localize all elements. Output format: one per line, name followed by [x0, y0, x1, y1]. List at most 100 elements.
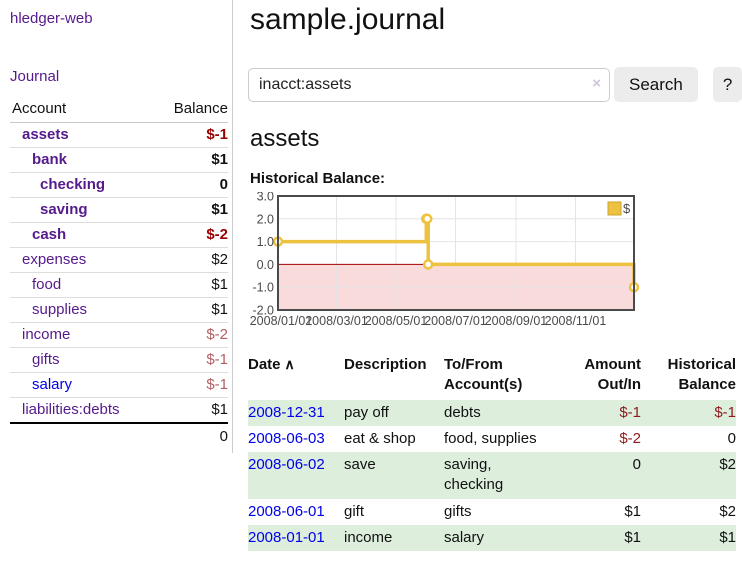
account-row: food $1 [10, 272, 228, 298]
svg-text:2.0: 2.0 [257, 212, 274, 226]
account-balance: $-1 [155, 347, 228, 373]
transaction-amount: $1 [624, 502, 641, 520]
transaction-amount: $1 [624, 528, 641, 546]
account-balance: $1 [155, 272, 228, 298]
sort-asc-icon: ∧ [284, 356, 295, 372]
transaction-balance: $1 [719, 528, 736, 546]
search-input[interactable] [248, 67, 610, 102]
transaction-description: eat & shop [344, 429, 416, 447]
accounts-header-account: Account [10, 96, 156, 123]
chart-svg: $3.0 2.0 1.0 0.0 -1.0 -2.02008/01/012008/03/0… [250, 190, 640, 328]
transaction-date-link[interactable]: 2008-06-03 [248, 429, 325, 447]
transaction-date-link[interactable]: 2008-06-02 [248, 456, 325, 473]
transaction-accounts: food, supplies [444, 429, 537, 447]
transaction-date-link[interactable]: 2008-01-01 [248, 528, 325, 546]
register-header-amount: Amount Out/In [584, 356, 641, 394]
sidebar-account-link[interactable]: cash [32, 226, 67, 243]
register-table-body: 2008-12-31 pay off debts $-1 $-1 2008-06-03 ea… [248, 399, 736, 551]
register-header-balance: Historical Balance [667, 356, 736, 394]
account-row: supplies $1 [10, 297, 228, 323]
account-balance: 0 [155, 172, 228, 198]
svg-text:$: $ [623, 201, 631, 216]
historical-balance-chart: $3.0 2.0 1.0 0.0 -1.0 -2.0 2008/01/01 2008/03/0… [248, 190, 742, 338]
account-balance: $-2 [155, 322, 228, 348]
sidebar-account-link[interactable]: liabilities:debts [22, 401, 120, 418]
svg-text:2008/07/01: 2008/07/01 [424, 314, 487, 328]
register-header-date[interactable]: Date ∧ [248, 356, 295, 373]
svg-text:2008/09/01: 2008/09/01 [485, 314, 548, 328]
transaction-balance: 0 [727, 429, 736, 447]
account-row: expenses $2 [10, 247, 228, 273]
svg-text:1.0: 1.0 [257, 235, 274, 249]
help-button[interactable]: ? [712, 67, 742, 102]
sidebar: hledger-web Journal Account Balance asse… [0, 0, 233, 453]
sidebar-account-link[interactable]: gifts [32, 351, 60, 368]
account-balance: $1 [155, 297, 228, 323]
transaction-date-link[interactable]: 2008-06-01 [248, 502, 325, 520]
account-balance: $-2 [155, 222, 228, 248]
transaction-amount: $-1 [619, 403, 641, 421]
transaction-balance: $2 [719, 456, 736, 473]
account-row: assets $-1 [10, 122, 228, 148]
transaction-description: gift [344, 502, 365, 520]
search-bar: × Search ? [248, 67, 742, 102]
account-balance: $2 [155, 247, 228, 273]
svg-text:2008/03/01: 2008/03/01 [305, 314, 368, 328]
register-header-row: Date ∧ Description To/From Account(s) Amo… [248, 353, 736, 400]
register-row: 2008-12-31 pay off debts $-1 $-1 [248, 399, 736, 426]
account-row: cash $-2 [10, 222, 228, 248]
transaction-accounts: gifts [444, 502, 472, 520]
accounts-total-value: 0 [10, 422, 228, 449]
register-header-description: Description [344, 356, 427, 373]
transaction-balance: $2 [719, 502, 736, 520]
accounts-total-row: 0 [10, 422, 228, 449]
app-title: hledger-web [10, 10, 93, 27]
sidebar-account-link[interactable]: expenses [22, 251, 87, 268]
svg-text:2008/05/01: 2008/05/01 [365, 314, 428, 328]
transaction-balance: $-1 [714, 403, 736, 421]
sidebar-account-link[interactable]: assets [22, 126, 69, 143]
page-title: sample.journal [250, 3, 446, 36]
register-row: 2008-06-03 eat & shop food, supplies $-2 0 [248, 426, 736, 452]
transaction-accounts: saving, checking [444, 456, 504, 494]
register-row: 2008-06-01 gift gifts $1 $2 [248, 499, 736, 525]
svg-text:2008/11/01: 2008/11/01 [545, 314, 607, 328]
sidebar-account-link[interactable]: saving [40, 201, 88, 218]
chart-label: Historical Balance: [250, 170, 386, 187]
account-row: salary $-1 [10, 372, 228, 398]
transaction-accounts: salary [444, 528, 485, 546]
account-row: gifts $-1 [10, 347, 228, 373]
svg-text:-2.0: -2.0 [252, 304, 274, 318]
sidebar-account-link[interactable]: supplies [32, 301, 88, 318]
transaction-date-link[interactable]: 2008-12-31 [248, 403, 325, 421]
transaction-accounts: debts [444, 403, 481, 421]
sidebar-account-link[interactable]: bank [32, 151, 68, 168]
account-balance: $1 [155, 397, 228, 424]
account-balance: $1 [155, 147, 228, 173]
svg-text:2008/01/01: 2008/01/01 [250, 314, 313, 328]
sidebar-item-journal[interactable]: Journal [10, 68, 60, 85]
account-row: saving $1 [10, 197, 228, 223]
search-button[interactable]: Search [614, 67, 698, 102]
sidebar-account-link[interactable]: food [32, 276, 62, 293]
account-row: liabilities:debts $1 [10, 397, 228, 424]
main-content: sample.journal × Search ? assets Histori… [233, 0, 742, 551]
transaction-amount: $-2 [619, 429, 641, 447]
transaction-description: save [344, 456, 376, 473]
svg-text:0.0: 0.0 [257, 258, 274, 272]
sidebar-account-link[interactable]: salary [32, 376, 73, 393]
transaction-description: pay off [344, 403, 389, 421]
account-balance: $-1 [155, 372, 228, 398]
sidebar-account-link[interactable]: checking [40, 176, 106, 193]
register-header-accounts: To/From Account(s) [444, 356, 523, 394]
search-box: × [248, 67, 610, 102]
account-row: bank $1 [10, 147, 228, 173]
account-balance: $-1 [155, 122, 228, 148]
svg-text:3.0: 3.0 [257, 192, 274, 204]
accounts-table-body: assets $-1 bank $1 checking 0 saving $1 cash $-2 e… [10, 122, 228, 424]
sidebar-account-link[interactable]: income [22, 326, 71, 343]
clear-search-icon[interactable]: × [592, 74, 601, 92]
transaction-description: income [344, 528, 393, 546]
svg-text:-1.0: -1.0 [252, 281, 274, 295]
account-balance: $1 [155, 197, 228, 223]
